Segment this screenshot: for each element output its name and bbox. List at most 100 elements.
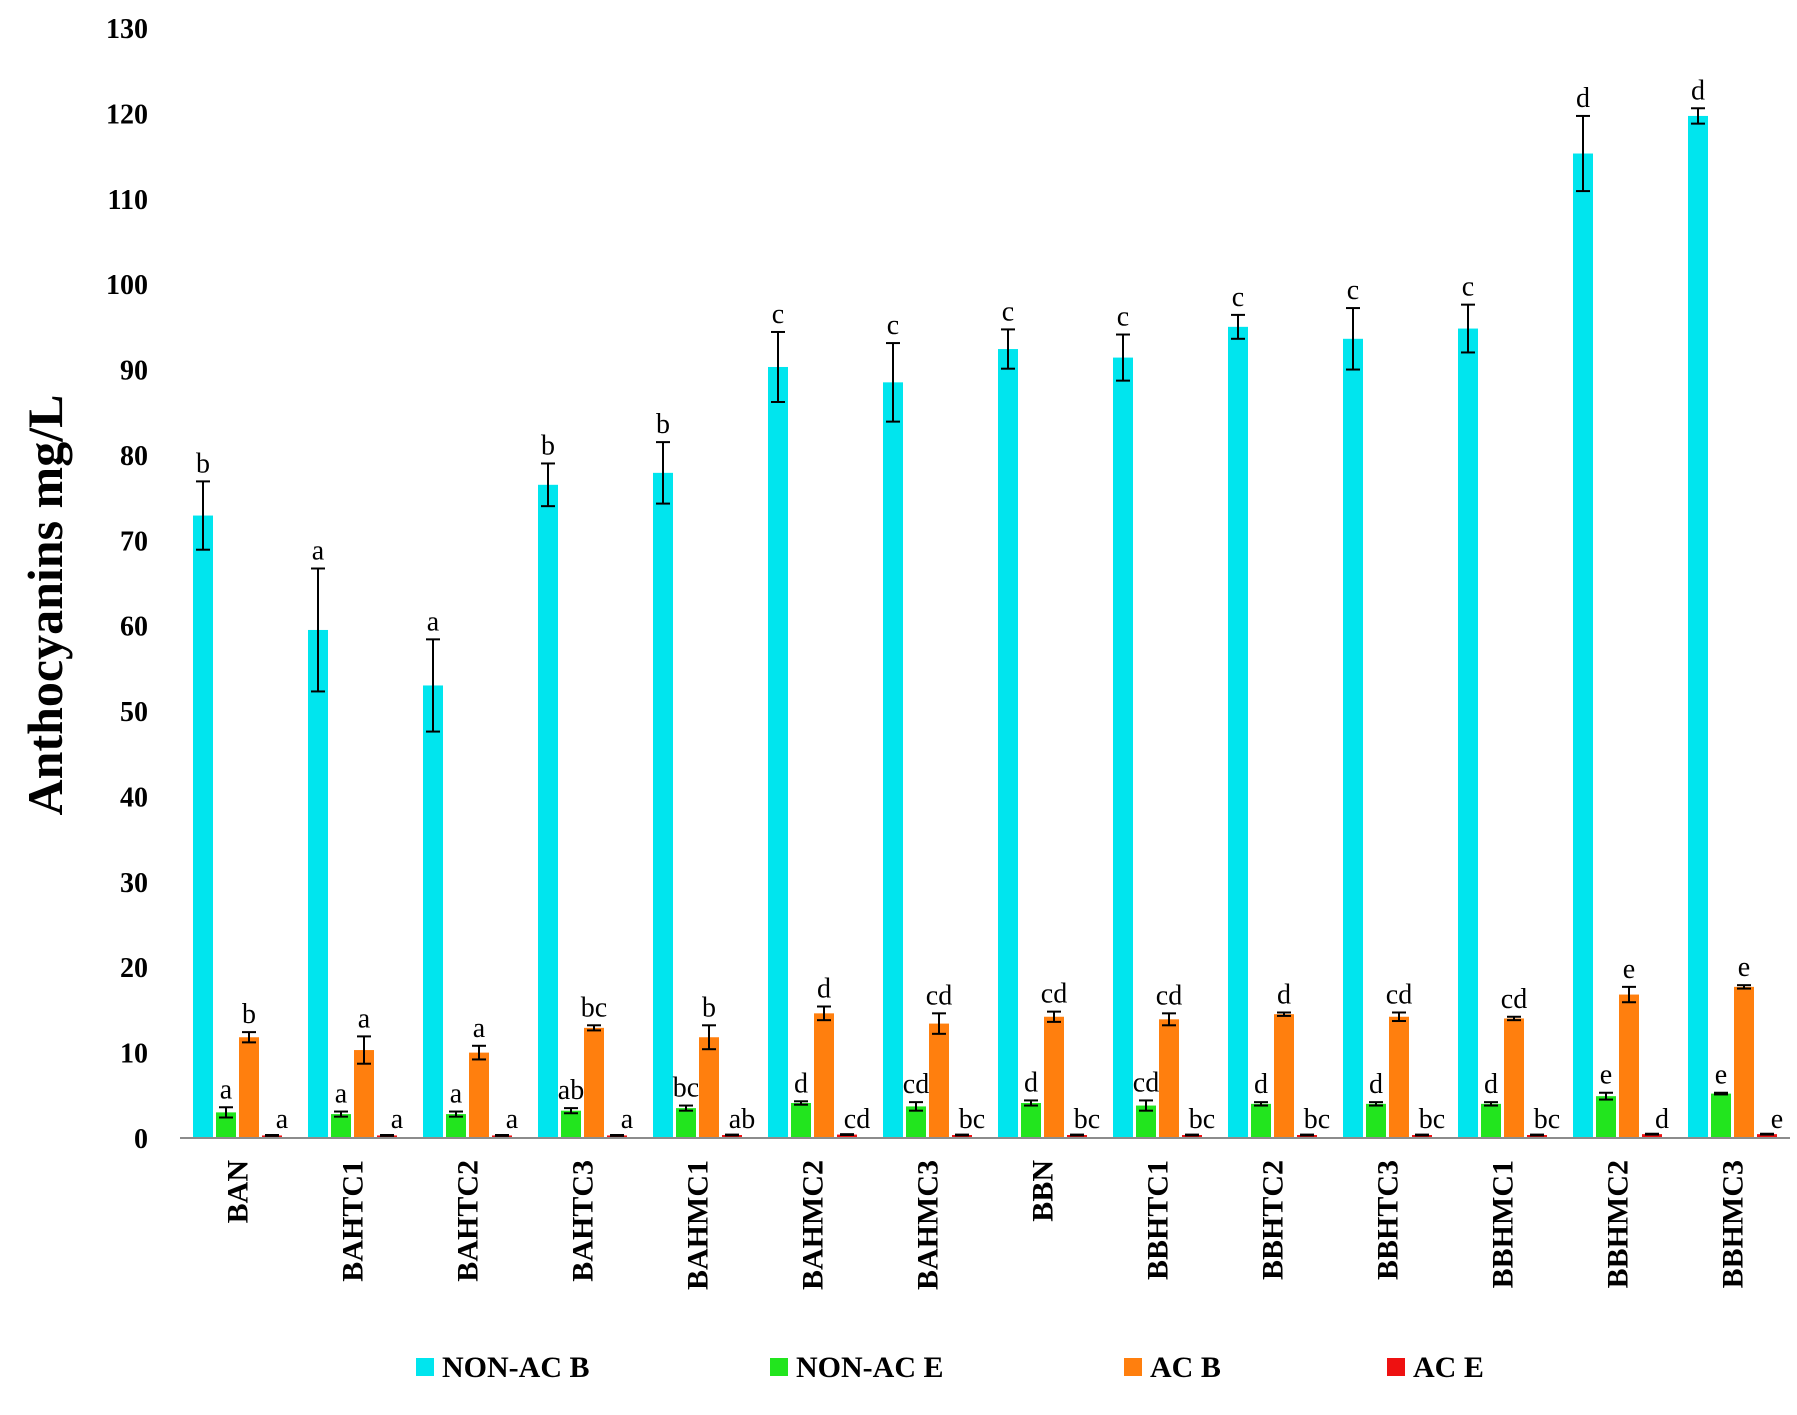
significance-letter: e	[1715, 1060, 1727, 1091]
significance-letter: d	[794, 1068, 808, 1099]
category-label: BBHTC1	[1142, 1160, 1175, 1280]
bar	[722, 1135, 742, 1138]
significance-letter: b	[656, 409, 670, 440]
bar	[1412, 1135, 1432, 1138]
y-axis: 0 10 20 30 40 50 60 70 80 90 100 110 120 130	[106, 14, 148, 1155]
y-tick-label: 60	[120, 612, 148, 643]
legend-label: NON-AC B	[442, 1351, 590, 1384]
significance-letter: a	[335, 1079, 348, 1110]
bar	[1734, 986, 1754, 1138]
significance-letter: d	[1576, 83, 1590, 114]
significance-letter: d	[1484, 1069, 1498, 1100]
significance-letter: d	[1254, 1069, 1268, 1100]
significance-letter: cd	[844, 1104, 870, 1135]
category-label: BBHMC1	[1487, 1160, 1520, 1288]
bar	[1757, 1134, 1777, 1138]
significance-letter: ab	[558, 1075, 584, 1106]
bar	[1297, 1135, 1317, 1138]
bar	[768, 366, 788, 1138]
bar	[193, 515, 213, 1138]
bar	[998, 349, 1018, 1138]
y-tick-label: 100	[106, 270, 148, 301]
significance-letter: e	[1738, 952, 1750, 983]
significance-letter: cd	[1501, 984, 1527, 1015]
significance-letter: c	[1232, 282, 1244, 313]
significance-letter: d	[1369, 1069, 1383, 1100]
y-tick-label: 40	[120, 782, 148, 813]
significance-letter: cd	[1133, 1067, 1159, 1098]
significance-letter: bc	[1534, 1104, 1560, 1135]
legend: NON-AC B NON-AC E AC B AC E	[416, 1351, 1484, 1384]
significance-letter: a	[220, 1074, 233, 1105]
bar	[584, 1027, 604, 1138]
significance-letter: d	[1655, 1104, 1669, 1135]
significance-letter: cd	[1386, 979, 1412, 1010]
bar	[1343, 338, 1363, 1138]
bar	[699, 1037, 719, 1138]
significance-letter: d	[1024, 1067, 1038, 1098]
bar	[1642, 1134, 1662, 1138]
y-tick-label: 30	[120, 868, 148, 899]
y-tick-label: 20	[120, 953, 148, 984]
bar	[561, 1110, 581, 1138]
significance-letter: a	[506, 1104, 519, 1135]
bar	[1458, 328, 1478, 1138]
y-tick-label: 70	[120, 526, 148, 557]
y-tick-label: 110	[108, 185, 148, 216]
significance-letter: bc	[1189, 1104, 1215, 1135]
x-axis: BAN BAHTC1 BAHTC2 BAHTC3 BAHMC1 BAHMC2 BAHMC3 B…	[180, 1137, 1790, 1290]
bar	[1711, 1093, 1731, 1138]
bar	[906, 1106, 926, 1138]
bar	[1182, 1135, 1202, 1138]
category-label: BAN	[222, 1160, 255, 1224]
significance-letter: e	[1623, 954, 1635, 985]
significance-letter: bc	[673, 1073, 699, 1104]
bar	[1044, 1016, 1064, 1138]
category-label: BBHMC2	[1602, 1160, 1635, 1288]
bar	[1688, 115, 1708, 1138]
category-label: BBHTC3	[1372, 1160, 1405, 1280]
bar	[1136, 1105, 1156, 1138]
category-label: BBN	[1027, 1160, 1060, 1222]
significance-letter: c	[1347, 275, 1359, 306]
legend-swatch	[1124, 1358, 1142, 1376]
legend-swatch	[1387, 1358, 1405, 1376]
bar	[814, 1013, 834, 1138]
significance-letter: a	[312, 535, 325, 566]
y-tick-label: 90	[120, 356, 148, 387]
y-tick-label: 10	[120, 1039, 148, 1070]
bar	[1113, 357, 1133, 1139]
significance-letter: c	[1117, 302, 1129, 333]
bar	[1389, 1016, 1409, 1138]
category-label: BBHMC3	[1717, 1160, 1750, 1288]
significance-letter: bc	[1419, 1104, 1445, 1135]
bar	[952, 1135, 972, 1138]
significance-letter: e	[1771, 1104, 1783, 1135]
bar	[883, 382, 903, 1138]
y-axis-label: Anthocyanins mg/L	[17, 395, 73, 816]
bar	[1619, 994, 1639, 1138]
bar	[1366, 1103, 1386, 1138]
y-tick-label: 0	[134, 1124, 148, 1155]
bar	[1159, 1019, 1179, 1138]
bar	[446, 1114, 466, 1138]
bar	[354, 1050, 374, 1138]
category-label: BAHMC2	[797, 1160, 830, 1290]
significance-letter: d	[1691, 75, 1705, 106]
bar	[1481, 1103, 1501, 1138]
significance-letter: a	[621, 1104, 634, 1135]
y-tick-label: 50	[120, 697, 148, 728]
legend-label: NON-AC E	[796, 1351, 944, 1384]
category-label: BBHTC2	[1257, 1160, 1290, 1280]
significance-letter: cd	[1156, 980, 1182, 1011]
bar	[676, 1108, 696, 1138]
significance-letter: d	[817, 974, 831, 1005]
bar	[331, 1114, 351, 1138]
bar	[538, 484, 558, 1138]
significance-letter: cd	[1041, 979, 1067, 1010]
legend-label: AC B	[1150, 1351, 1221, 1384]
significance-letter: c	[1002, 296, 1014, 327]
legend-swatch	[416, 1358, 434, 1376]
bar	[1596, 1096, 1616, 1138]
significance-letter: a	[391, 1104, 404, 1135]
